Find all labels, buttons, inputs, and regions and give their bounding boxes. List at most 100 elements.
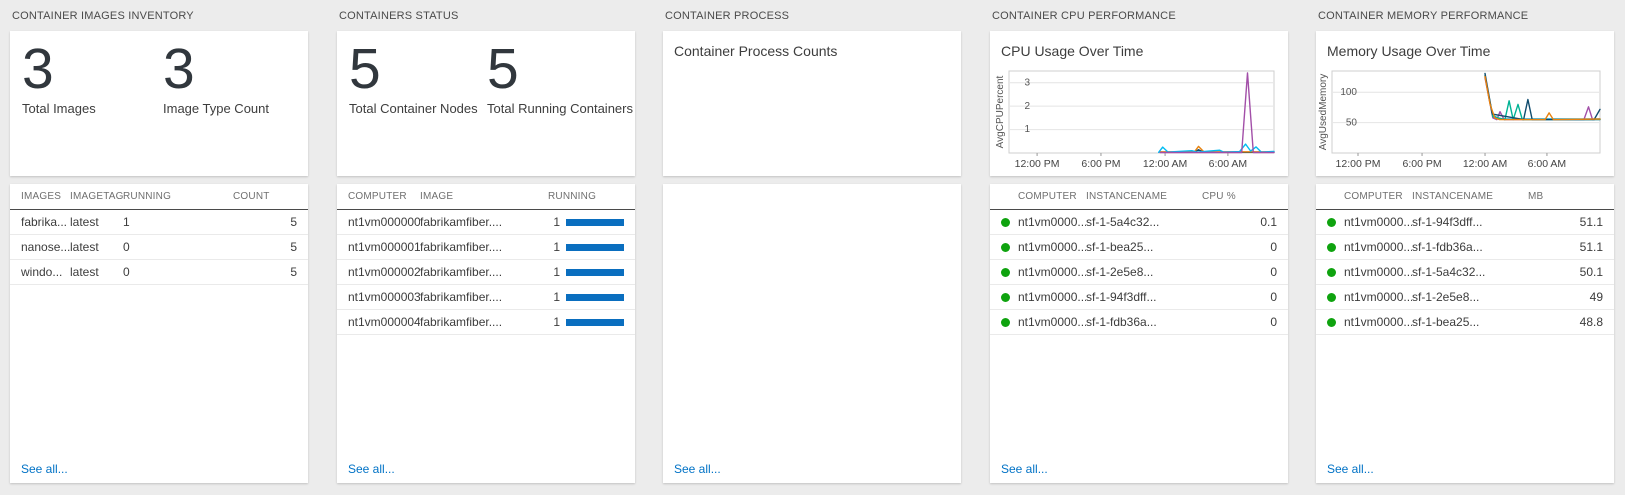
images-table-card: IMAGES IMAGETAG RUNNING COUNT fabrika... late… xyxy=(10,184,308,483)
table-cell: 0 xyxy=(123,240,130,254)
stat-label: Total Container Nodes xyxy=(349,101,478,117)
chart-svg: 1 2 3 12:00 PM 6:00 PM 12:00 AM 6:00 AM AvgCPUP… xyxy=(995,70,1275,170)
table-cell: nt1vm0000... xyxy=(1344,315,1412,329)
running-bar xyxy=(566,318,624,326)
status-dot-cell xyxy=(1001,285,1018,309)
svg-text:12:00 AM: 12:00 AM xyxy=(1143,158,1187,170)
chart-title: CPU Usage Over Time xyxy=(1001,43,1144,59)
table-row[interactable]: nt1vm0000... sf-1-94f3dff... 0 xyxy=(990,285,1288,310)
series-navy-line xyxy=(1484,72,1601,121)
running-bar-cell xyxy=(566,310,624,334)
running-bar xyxy=(566,218,624,226)
svg-text:12:00 PM: 12:00 PM xyxy=(1015,158,1060,170)
table-row[interactable]: nt1vm0000... sf-1-bea25... 0 xyxy=(990,235,1288,260)
table-cell: nt1vm0000... xyxy=(1344,265,1412,279)
table-row[interactable]: nt1vm0000... sf-1-2e5e8... 0 xyxy=(990,260,1288,285)
table-cell: sf-1-fdb36a... xyxy=(1412,240,1483,254)
table-row[interactable]: nt1vm000002 fabrikamfiber.... 1 xyxy=(337,260,635,285)
table-row[interactable]: nt1vm000000 fabrikamfiber.... 1 xyxy=(337,210,635,235)
memory-usage-chart: 50 100 12:00 PM 6:00 PM 12:00 AM 6:00 AM AvgUs… xyxy=(1316,31,1614,176)
table-header-row: COMPUTER INSTANCENAME CPU % xyxy=(990,184,1288,210)
see-all-link[interactable]: See all... xyxy=(674,462,721,476)
stat-image-type-count: 3 Image Type Count xyxy=(163,40,269,116)
tile-title: CONTAINER PROCESS xyxy=(665,10,790,22)
table-cell: latest xyxy=(70,215,99,229)
stat-value: 3 xyxy=(163,37,195,101)
svg-text:AvgCPUPercent: AvgCPUPercent xyxy=(995,75,1006,148)
column-header: COMPUTER xyxy=(348,191,407,202)
table-row[interactable]: nt1vm000003 fabrikamfiber.... 1 xyxy=(337,285,635,310)
stat-total-container-nodes: 5 Total Container Nodes xyxy=(349,40,478,116)
table-row[interactable]: nt1vm0000... sf-1-fdb36a... 51.1 xyxy=(1316,235,1614,260)
running-bar-cell xyxy=(566,260,624,284)
table-cell: 51.1 xyxy=(1579,215,1603,229)
svg-text:12:00 AM: 12:00 AM xyxy=(1463,158,1507,170)
series-orange-line xyxy=(1484,75,1601,121)
status-green-icon xyxy=(1001,317,1010,327)
status-dot-cell xyxy=(1327,260,1344,284)
table-cell: nt1vm0000... xyxy=(1018,315,1086,329)
table-row[interactable]: nt1vm0000... sf-1-5a4c32... 0.1 xyxy=(990,210,1288,235)
svg-text:12:00 PM: 12:00 PM xyxy=(1336,158,1381,170)
memory-table-card: COMPUTER INSTANCENAME MB nt1vm0000... sf-1-9… xyxy=(1316,184,1614,483)
table-row[interactable]: nt1vm0000... sf-1-94f3dff... 51.1 xyxy=(1316,210,1614,235)
status-green-icon xyxy=(1327,292,1336,302)
table-cell: fabrikamfiber.... xyxy=(420,290,503,304)
table-row[interactable]: windo... latest 0 5 xyxy=(10,260,308,285)
table-cell: nt1vm000001 xyxy=(348,240,420,254)
images-table: IMAGES IMAGETAG RUNNING COUNT fabrika... late… xyxy=(10,184,308,285)
table-cell: nt1vm0000... xyxy=(1018,215,1086,229)
see-all-link[interactable]: See all... xyxy=(348,462,395,476)
column-header xyxy=(1327,184,1344,209)
cpu-chart-card: CPU Usage Over Time 1 2 3 12:00 PM 6:00 PM 12… xyxy=(990,31,1288,176)
table-cell: fabrikamfiber.... xyxy=(420,215,503,229)
status-green-icon xyxy=(1327,217,1336,227)
status-dot-cell xyxy=(1001,260,1018,284)
table-row[interactable]: nt1vm000004 fabrikamfiber.... 1 xyxy=(337,310,635,335)
table-row[interactable]: nanose... latest 0 5 xyxy=(10,235,308,260)
see-all-link[interactable]: See all... xyxy=(1327,462,1374,476)
table-cell: 0.1 xyxy=(1260,215,1277,229)
series-cyan-line xyxy=(1484,74,1601,120)
table-cell: 1 xyxy=(553,215,560,229)
table-cell: 51.1 xyxy=(1579,240,1603,254)
status-green-icon xyxy=(1327,242,1336,252)
table-cell: sf-1-94f3dff... xyxy=(1412,215,1483,229)
svg-text:2: 2 xyxy=(1024,101,1030,112)
tile-title: CONTAINER MEMORY PERFORMANCE xyxy=(1318,10,1529,22)
svg-text:1: 1 xyxy=(1024,124,1030,135)
cpu-usage-chart: 1 2 3 12:00 PM 6:00 PM 12:00 AM 6:00 AM AvgCPUP… xyxy=(990,31,1288,176)
svg-text:100: 100 xyxy=(1340,87,1357,98)
chart-svg: 50 100 12:00 PM 6:00 PM 12:00 AM 6:00 AM AvgUs… xyxy=(1318,70,1601,170)
status-green-icon xyxy=(1001,267,1010,277)
stat-value: 3 xyxy=(22,37,54,101)
table-row[interactable]: nt1vm0000... sf-1-2e5e8... 49 xyxy=(1316,285,1614,310)
stat-label: Total Images xyxy=(22,101,96,117)
table-cell: nanose... xyxy=(21,240,70,254)
tile-title: CONTAINER CPU PERFORMANCE xyxy=(992,10,1176,22)
process-table-card: See all... xyxy=(663,184,961,483)
table-cell: fabrika... xyxy=(21,215,68,229)
table-row[interactable]: fabrika... latest 1 5 xyxy=(10,210,308,235)
table-row[interactable]: nt1vm000001 fabrikamfiber.... 1 xyxy=(337,235,635,260)
table-header-row: COMPUTER INSTANCENAME MB xyxy=(1316,184,1614,210)
stat-total-images: 3 Total Images xyxy=(22,40,96,116)
status-dot-cell xyxy=(1001,210,1018,234)
tile-container-process: CONTAINER PROCESS Container Process Coun… xyxy=(663,0,961,495)
table-cell: 5 xyxy=(290,240,297,254)
see-all-link[interactable]: See all... xyxy=(21,462,68,476)
cpu-table-card: COMPUTER INSTANCENAME CPU % nt1vm0000... sf-… xyxy=(990,184,1288,483)
table-row[interactable]: nt1vm0000... sf-1-fdb36a... 0 xyxy=(990,310,1288,335)
table-cell: 0 xyxy=(123,265,130,279)
table-cell: fabrikamfiber.... xyxy=(420,240,503,254)
status-green-icon xyxy=(1001,242,1010,252)
see-all-link[interactable]: See all... xyxy=(1001,462,1048,476)
table-cell: nt1vm000002 xyxy=(348,265,420,279)
tile-title: CONTAINERS STATUS xyxy=(339,10,459,22)
chart-title: Memory Usage Over Time xyxy=(1327,43,1491,59)
table-cell: sf-1-2e5e8... xyxy=(1412,290,1480,304)
series-purple-line xyxy=(1159,72,1275,154)
table-row[interactable]: nt1vm0000... sf-1-bea25... 48.8 xyxy=(1316,310,1614,335)
table-row[interactable]: nt1vm0000... sf-1-5a4c32... 50.1 xyxy=(1316,260,1614,285)
column-header: COUNT xyxy=(233,191,270,202)
